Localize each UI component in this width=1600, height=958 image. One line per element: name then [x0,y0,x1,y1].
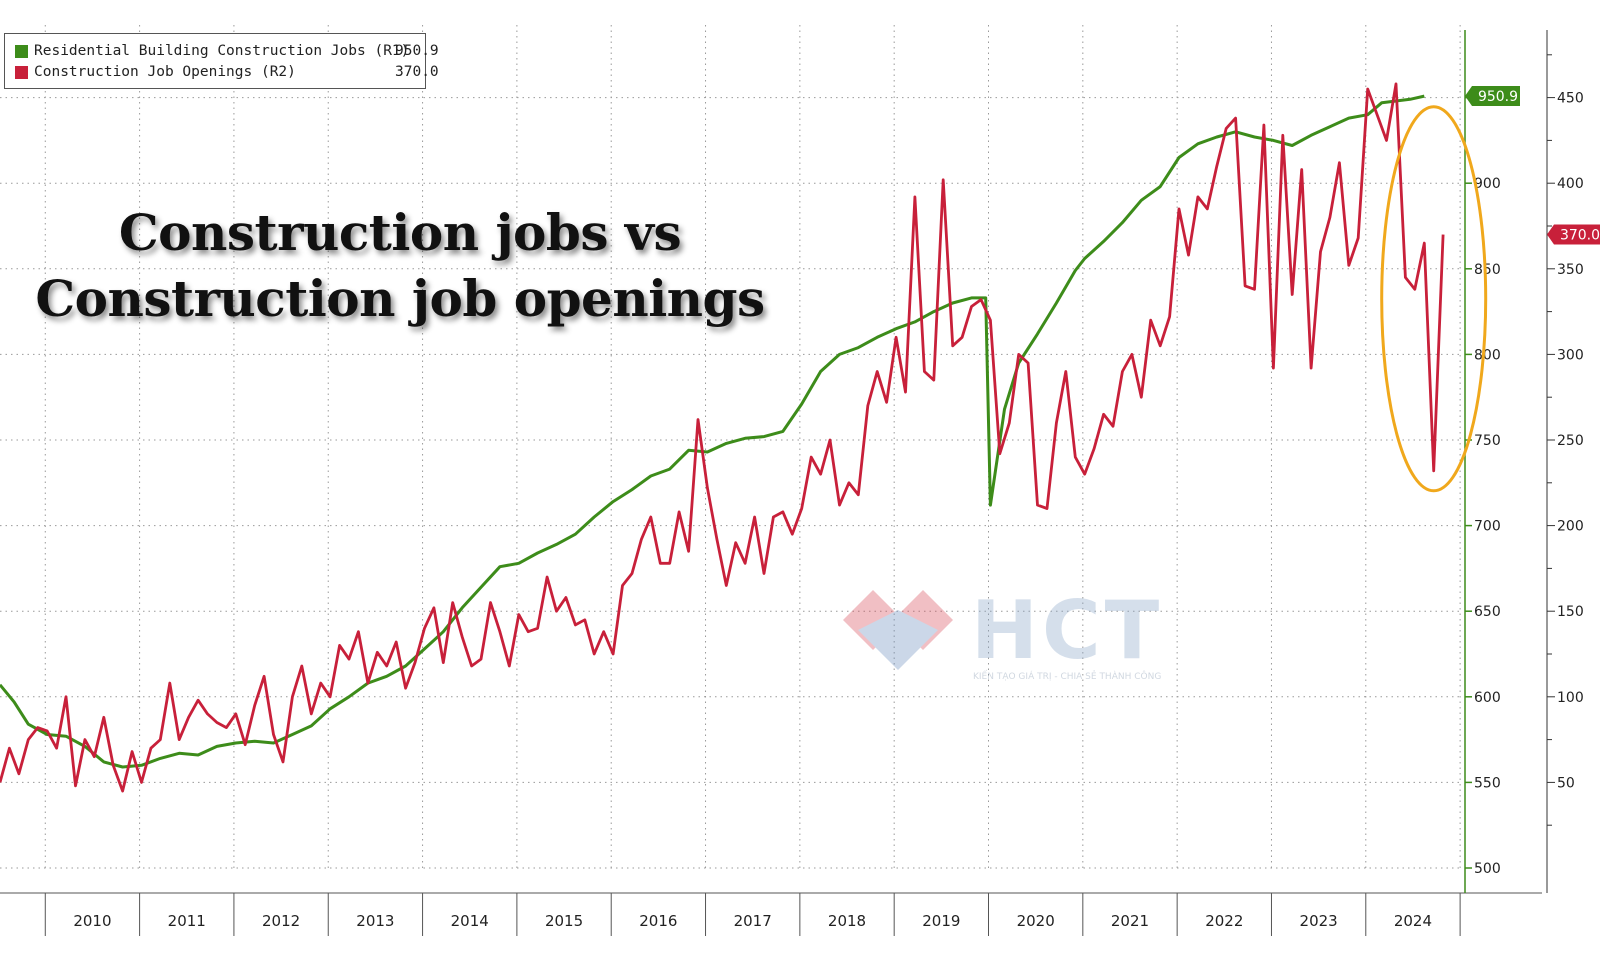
r1-tick-label: 650 [1474,604,1501,620]
last-value-label-openings: 370.0 [1560,228,1600,244]
last-value-label-jobs: 950.9 [1478,89,1518,105]
legend-swatch-openings [15,65,28,79]
r1-tick-label: 700 [1474,519,1501,535]
x-tick-label: 2015 [545,912,583,930]
x-tick-label: 2022 [1205,912,1243,930]
series-line-jobs [0,94,1425,769]
chart-title-line2: Construction job openings [35,269,765,328]
x-tick-label: 2024 [1394,912,1432,930]
x-axis: 2010 2011 2012 2013 2014 2015 2016 2017 2018 2019… [0,892,1542,936]
last-value-tag-jobs [1465,86,1520,107]
legend-value-openings: 370.0 [395,64,439,80]
r1-tick-label: 750 [1474,433,1501,449]
r1-tick-label: 850 [1474,262,1501,278]
x-tick-label: 2018 [828,912,866,930]
watermark-logo-icon [843,590,953,670]
r1-tick-label: 550 [1474,775,1501,791]
r2-tick-label: 200 [1557,519,1584,535]
r2-tick-label: 150 [1557,604,1584,620]
chart-title: Construction jobs vs Construction job op… [20,200,780,332]
r1-tick-label: 800 [1474,347,1501,363]
y-axis: 5005506006507007508008509009505010015020… [1464,30,1584,893]
x-tick-label: 2017 [734,912,772,930]
chart-title-line1: Construction jobs vs [118,203,682,262]
r2-tick-label: 50 [1557,775,1575,791]
r1-tick-label: 500 [1474,861,1501,877]
x-tick-label: 2013 [356,912,394,930]
x-tick-label: 2012 [262,912,300,930]
annotations: 950.9 370.0 [1380,86,1600,493]
legend-item-openings: Construction Job Openings (R2) 370.0 [15,62,439,82]
legend-label-openings: Construction Job Openings (R2) [34,64,296,80]
x-tick-label: 2011 [168,912,206,930]
last-value-tag-openings [1547,224,1600,245]
r1-tick-label: 900 [1474,176,1501,192]
x-tick-label: 2019 [922,912,960,930]
watermark-tagline: KIẾN TẠO GIÁ TRỊ - CHIA SẺ THÀNH CÔNG [973,672,1162,682]
grid [0,25,1462,872]
r2-tick-label: 250 [1557,433,1584,449]
legend-label-jobs: Residential Building Construction Jobs (… [34,43,410,59]
highlight-ellipse [1380,105,1488,493]
r2-tick-label: 300 [1557,347,1584,363]
x-tick-label: 2010 [73,912,111,930]
watermark-brand: HCT [971,584,1164,677]
legend-value-jobs: 950.9 [395,43,439,59]
r1-tick-label: 600 [1474,690,1501,706]
x-tick-label: 2020 [1017,912,1055,930]
legend: Residential Building Construction Jobs (… [4,33,439,89]
r2-tick-label: 350 [1557,262,1584,278]
x-tick-label: 2016 [639,912,677,930]
r2-tick-label: 400 [1557,176,1584,192]
r2-tick-label: 100 [1557,690,1584,706]
legend-swatch-jobs [15,44,28,58]
series-group [0,82,1445,793]
r2-tick-label: 450 [1557,91,1584,107]
x-tick-label: 2023 [1300,912,1338,930]
watermark: HCT KIẾN TẠO GIÁ TRỊ - CHIA SẺ THÀNH CÔN… [843,584,1163,688]
legend-item-jobs: Residential Building Construction Jobs (… [15,41,439,61]
x-tick-label: 2021 [1111,912,1149,930]
x-tick-label: 2014 [451,912,489,930]
series-line-openings [0,82,1445,793]
